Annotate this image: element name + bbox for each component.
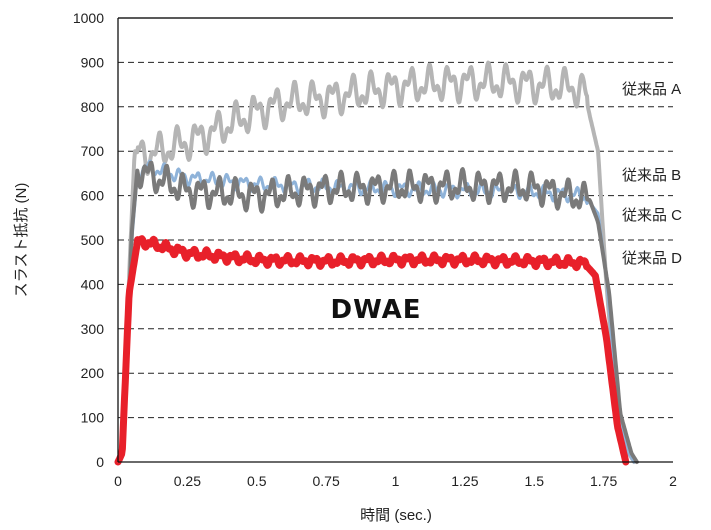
x-tick-label: 0.25 <box>174 473 201 489</box>
y-tick-label: 600 <box>81 188 105 204</box>
y-tick-label: 500 <box>81 232 105 248</box>
annotation-dwae: DWAE <box>331 295 422 325</box>
x-axis-title: 時間 (sec.) <box>360 507 432 524</box>
y-tick-label: 200 <box>81 365 105 381</box>
grid-lines <box>118 17 673 419</box>
y-tick-label: 700 <box>81 143 105 159</box>
legend-labels: 従来品 A 従来品 B 従来品 C 従来品 D <box>622 81 682 267</box>
x-tick-label: 1.75 <box>590 473 617 489</box>
series-line <box>116 160 639 464</box>
legend-label: 従来品 A <box>622 81 681 98</box>
legend-label: 従来品 C <box>622 207 682 224</box>
x-tick-label: 0.75 <box>313 473 340 489</box>
x-tick-label: 0 <box>114 473 122 489</box>
y-tick-label: 0 <box>96 454 104 470</box>
legend-label: 従来品 B <box>622 167 681 184</box>
x-tick-labels: 0 0.25 0.5 0.75 1 1.25 1.5 1.75 2 <box>114 473 677 489</box>
x-tick-label: 0.5 <box>247 473 267 489</box>
y-tick-label: 1000 <box>73 10 104 26</box>
x-tick-label: 1 <box>392 473 400 489</box>
y-tick-label: 100 <box>81 410 105 426</box>
y-tick-label: 300 <box>81 321 105 337</box>
y-tick-labels: 0 100 200 300 400 500 600 700 800 900 1000 <box>73 10 104 470</box>
x-tick-label: 2 <box>669 473 677 489</box>
y-axis-title: スラスト抵抗 (N) <box>13 183 30 298</box>
series-line <box>116 60 637 464</box>
series-layer <box>114 60 639 466</box>
legend-label: 従来品 D <box>622 250 682 267</box>
y-tick-label: 800 <box>81 99 105 115</box>
y-tick-label: 900 <box>81 54 105 70</box>
axes <box>117 18 673 463</box>
x-tick-label: 1.25 <box>451 473 478 489</box>
x-tick-label: 1.5 <box>525 473 545 489</box>
series-line <box>114 235 630 466</box>
y-tick-label: 400 <box>81 276 105 292</box>
